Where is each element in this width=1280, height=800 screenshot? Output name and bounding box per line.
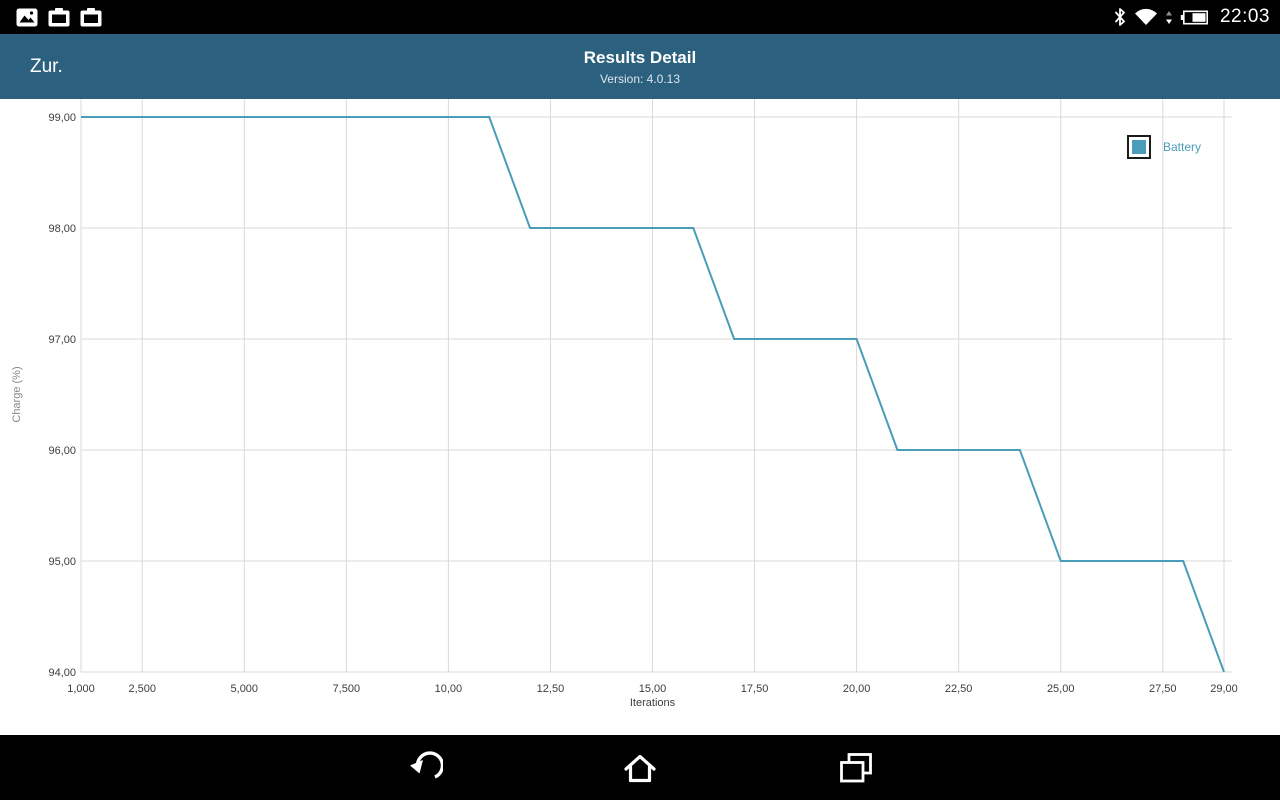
svg-text:20,00: 20,00 bbox=[843, 683, 871, 695]
gallery-icon bbox=[16, 8, 38, 27]
home-icon bbox=[624, 754, 656, 782]
app-header: Zur. Results Detail Version: 4.0.13 bbox=[0, 34, 1280, 99]
svg-text:7,500: 7,500 bbox=[333, 683, 361, 695]
svg-text:Iterations: Iterations bbox=[630, 697, 676, 709]
svg-text:25,00: 25,00 bbox=[1047, 683, 1075, 695]
svg-text:95,00: 95,00 bbox=[48, 556, 76, 568]
battery-chart: 1,000 2,500 5,000 7,500 10,00 12,50 15,00 17,50… bbox=[0, 99, 1280, 735]
legend-swatch-fill bbox=[1132, 140, 1146, 154]
svg-text:94,00: 94,00 bbox=[48, 667, 76, 679]
svg-text:97,00: 97,00 bbox=[48, 334, 76, 346]
svg-text:10,00: 10,00 bbox=[435, 683, 463, 695]
back-arrow-icon bbox=[410, 750, 445, 779]
data-activity-icon bbox=[1165, 10, 1173, 25]
bluetooth-icon bbox=[1113, 7, 1127, 27]
status-bar-notifications bbox=[0, 7, 102, 27]
battery-icon bbox=[1180, 9, 1208, 25]
clock: 22:03 bbox=[1219, 6, 1270, 27]
svg-text:Charge (%): Charge (%) bbox=[11, 366, 23, 422]
svg-text:96,00: 96,00 bbox=[48, 445, 76, 457]
recents-nav-button[interactable] bbox=[839, 752, 873, 783]
svg-text:29,00: 29,00 bbox=[1210, 683, 1238, 695]
page-title: Results Detail bbox=[583, 47, 697, 67]
svg-text:17,50: 17,50 bbox=[741, 683, 769, 695]
svg-text:27,50: 27,50 bbox=[1149, 683, 1177, 695]
back-nav-button[interactable] bbox=[407, 750, 445, 785]
screenshot-icon bbox=[80, 7, 102, 27]
version-label: Version: 4.0.13 bbox=[599, 71, 681, 86]
navigation-bar bbox=[0, 735, 1280, 800]
chart-legend: Battery bbox=[1127, 135, 1201, 159]
back-button[interactable]: Zur. bbox=[30, 55, 63, 77]
battery-line-chart-svg: 1,000 2,500 5,000 7,500 10,00 12,50 15,00 17,50… bbox=[11, 99, 1238, 709]
svg-text:5,000: 5,000 bbox=[231, 683, 259, 695]
status-bar[interactable]: 22:03 bbox=[0, 0, 1280, 34]
header-title-block: Results Detail Version: 4.0.13 bbox=[0, 48, 1280, 86]
svg-text:15,00: 15,00 bbox=[639, 683, 667, 695]
wifi-icon bbox=[1134, 8, 1158, 26]
recents-icon bbox=[840, 752, 872, 782]
screenshot-icon bbox=[48, 7, 70, 27]
svg-text:1,000: 1,000 bbox=[67, 683, 95, 695]
svg-text:99,00: 99,00 bbox=[48, 112, 76, 124]
legend-label-battery: Battery bbox=[1163, 140, 1202, 154]
svg-text:98,00: 98,00 bbox=[48, 223, 76, 235]
home-nav-button[interactable] bbox=[621, 752, 659, 784]
svg-text:12,50: 12,50 bbox=[537, 683, 565, 695]
svg-text:2,500: 2,500 bbox=[128, 683, 156, 695]
legend-swatch-battery bbox=[1127, 135, 1151, 159]
status-bar-system-icons: 22:03 bbox=[1113, 6, 1280, 28]
svg-text:22,50: 22,50 bbox=[945, 683, 973, 695]
